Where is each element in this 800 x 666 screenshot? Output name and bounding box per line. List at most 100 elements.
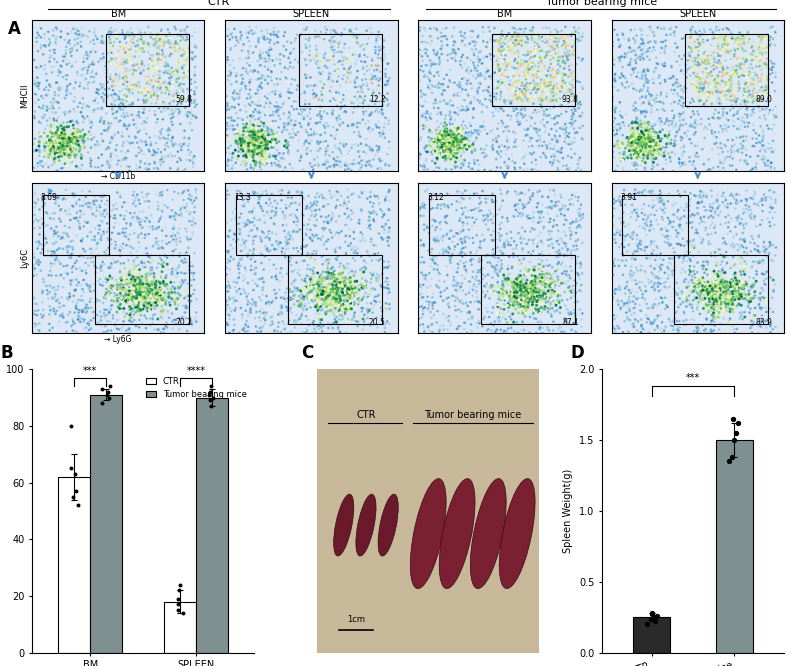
Point: [632, 211, 645, 222]
Point: [729, 45, 742, 56]
Point: [418, 257, 430, 268]
Point: [706, 113, 719, 123]
Point: [670, 228, 683, 239]
Point: [146, 55, 158, 66]
Point: [702, 239, 715, 250]
Point: [647, 282, 660, 292]
Point: [347, 31, 360, 42]
Point: [315, 272, 328, 283]
Point: [610, 196, 622, 206]
Point: [490, 51, 503, 61]
Point: [304, 248, 317, 259]
Point: [76, 64, 89, 75]
Point: [78, 221, 90, 232]
Point: [256, 272, 269, 283]
Point: [314, 57, 327, 67]
Point: [666, 253, 678, 264]
Point: [52, 147, 65, 157]
Point: [604, 104, 617, 115]
Point: [87, 107, 100, 118]
Point: [51, 125, 64, 135]
Point: [685, 121, 698, 132]
Point: [706, 202, 719, 213]
Point: [683, 121, 696, 131]
Point: [49, 37, 62, 47]
Point: [770, 171, 782, 182]
Point: [636, 143, 649, 154]
Point: [520, 56, 533, 67]
Point: [142, 95, 154, 105]
Point: [248, 130, 261, 141]
Point: [730, 97, 742, 107]
Point: [546, 29, 558, 39]
Point: [446, 47, 458, 57]
Point: [408, 99, 421, 110]
Point: [138, 232, 151, 243]
Point: [652, 73, 665, 83]
Point: [380, 94, 393, 105]
Point: [716, 285, 729, 296]
Point: [702, 290, 715, 301]
Point: [312, 161, 325, 171]
Point: [557, 68, 570, 79]
Point: [535, 45, 548, 56]
Point: [251, 188, 264, 198]
Point: [144, 250, 157, 260]
Point: [446, 151, 459, 162]
Point: [671, 290, 684, 300]
Point: [519, 288, 532, 298]
Point: [100, 245, 113, 256]
Point: [500, 149, 513, 160]
Point: [247, 133, 260, 143]
Point: [665, 258, 678, 269]
Point: [690, 80, 703, 91]
Point: [434, 133, 446, 143]
Point: [712, 278, 725, 288]
Point: [304, 72, 317, 83]
Point: [474, 264, 487, 274]
Point: [361, 157, 374, 167]
Point: [334, 282, 347, 293]
Point: [523, 292, 536, 302]
Point: [172, 30, 185, 41]
Point: [482, 193, 494, 204]
Point: [688, 129, 701, 139]
Point: [157, 293, 170, 304]
Point: [715, 143, 728, 154]
Point: [258, 139, 271, 150]
Point: [452, 142, 465, 153]
Point: [255, 73, 268, 83]
Point: [174, 98, 187, 109]
Point: [85, 72, 98, 83]
Point: [88, 330, 101, 341]
Point: [267, 29, 280, 40]
Point: [255, 149, 268, 160]
Point: [623, 42, 636, 53]
Point: [630, 50, 642, 61]
Point: [372, 116, 385, 127]
Point: [752, 258, 765, 268]
Point: [554, 123, 566, 133]
Point: [691, 119, 704, 130]
Point: [115, 275, 128, 286]
Point: [268, 60, 281, 71]
Point: [636, 190, 649, 200]
Point: [664, 316, 677, 327]
Point: [67, 168, 80, 178]
Point: [540, 273, 553, 284]
Point: [446, 48, 458, 59]
Point: [299, 282, 312, 292]
Point: [669, 286, 682, 297]
Point: [717, 301, 730, 312]
Point: [495, 263, 508, 274]
Point: [474, 196, 487, 207]
Point: [734, 293, 747, 304]
Point: [450, 125, 462, 136]
Text: 12.2: 12.2: [369, 95, 386, 105]
Point: [234, 113, 247, 124]
Point: [642, 211, 654, 222]
Point: [675, 54, 688, 65]
Point: [120, 71, 133, 81]
Point: [737, 204, 750, 214]
Point: [72, 308, 85, 318]
